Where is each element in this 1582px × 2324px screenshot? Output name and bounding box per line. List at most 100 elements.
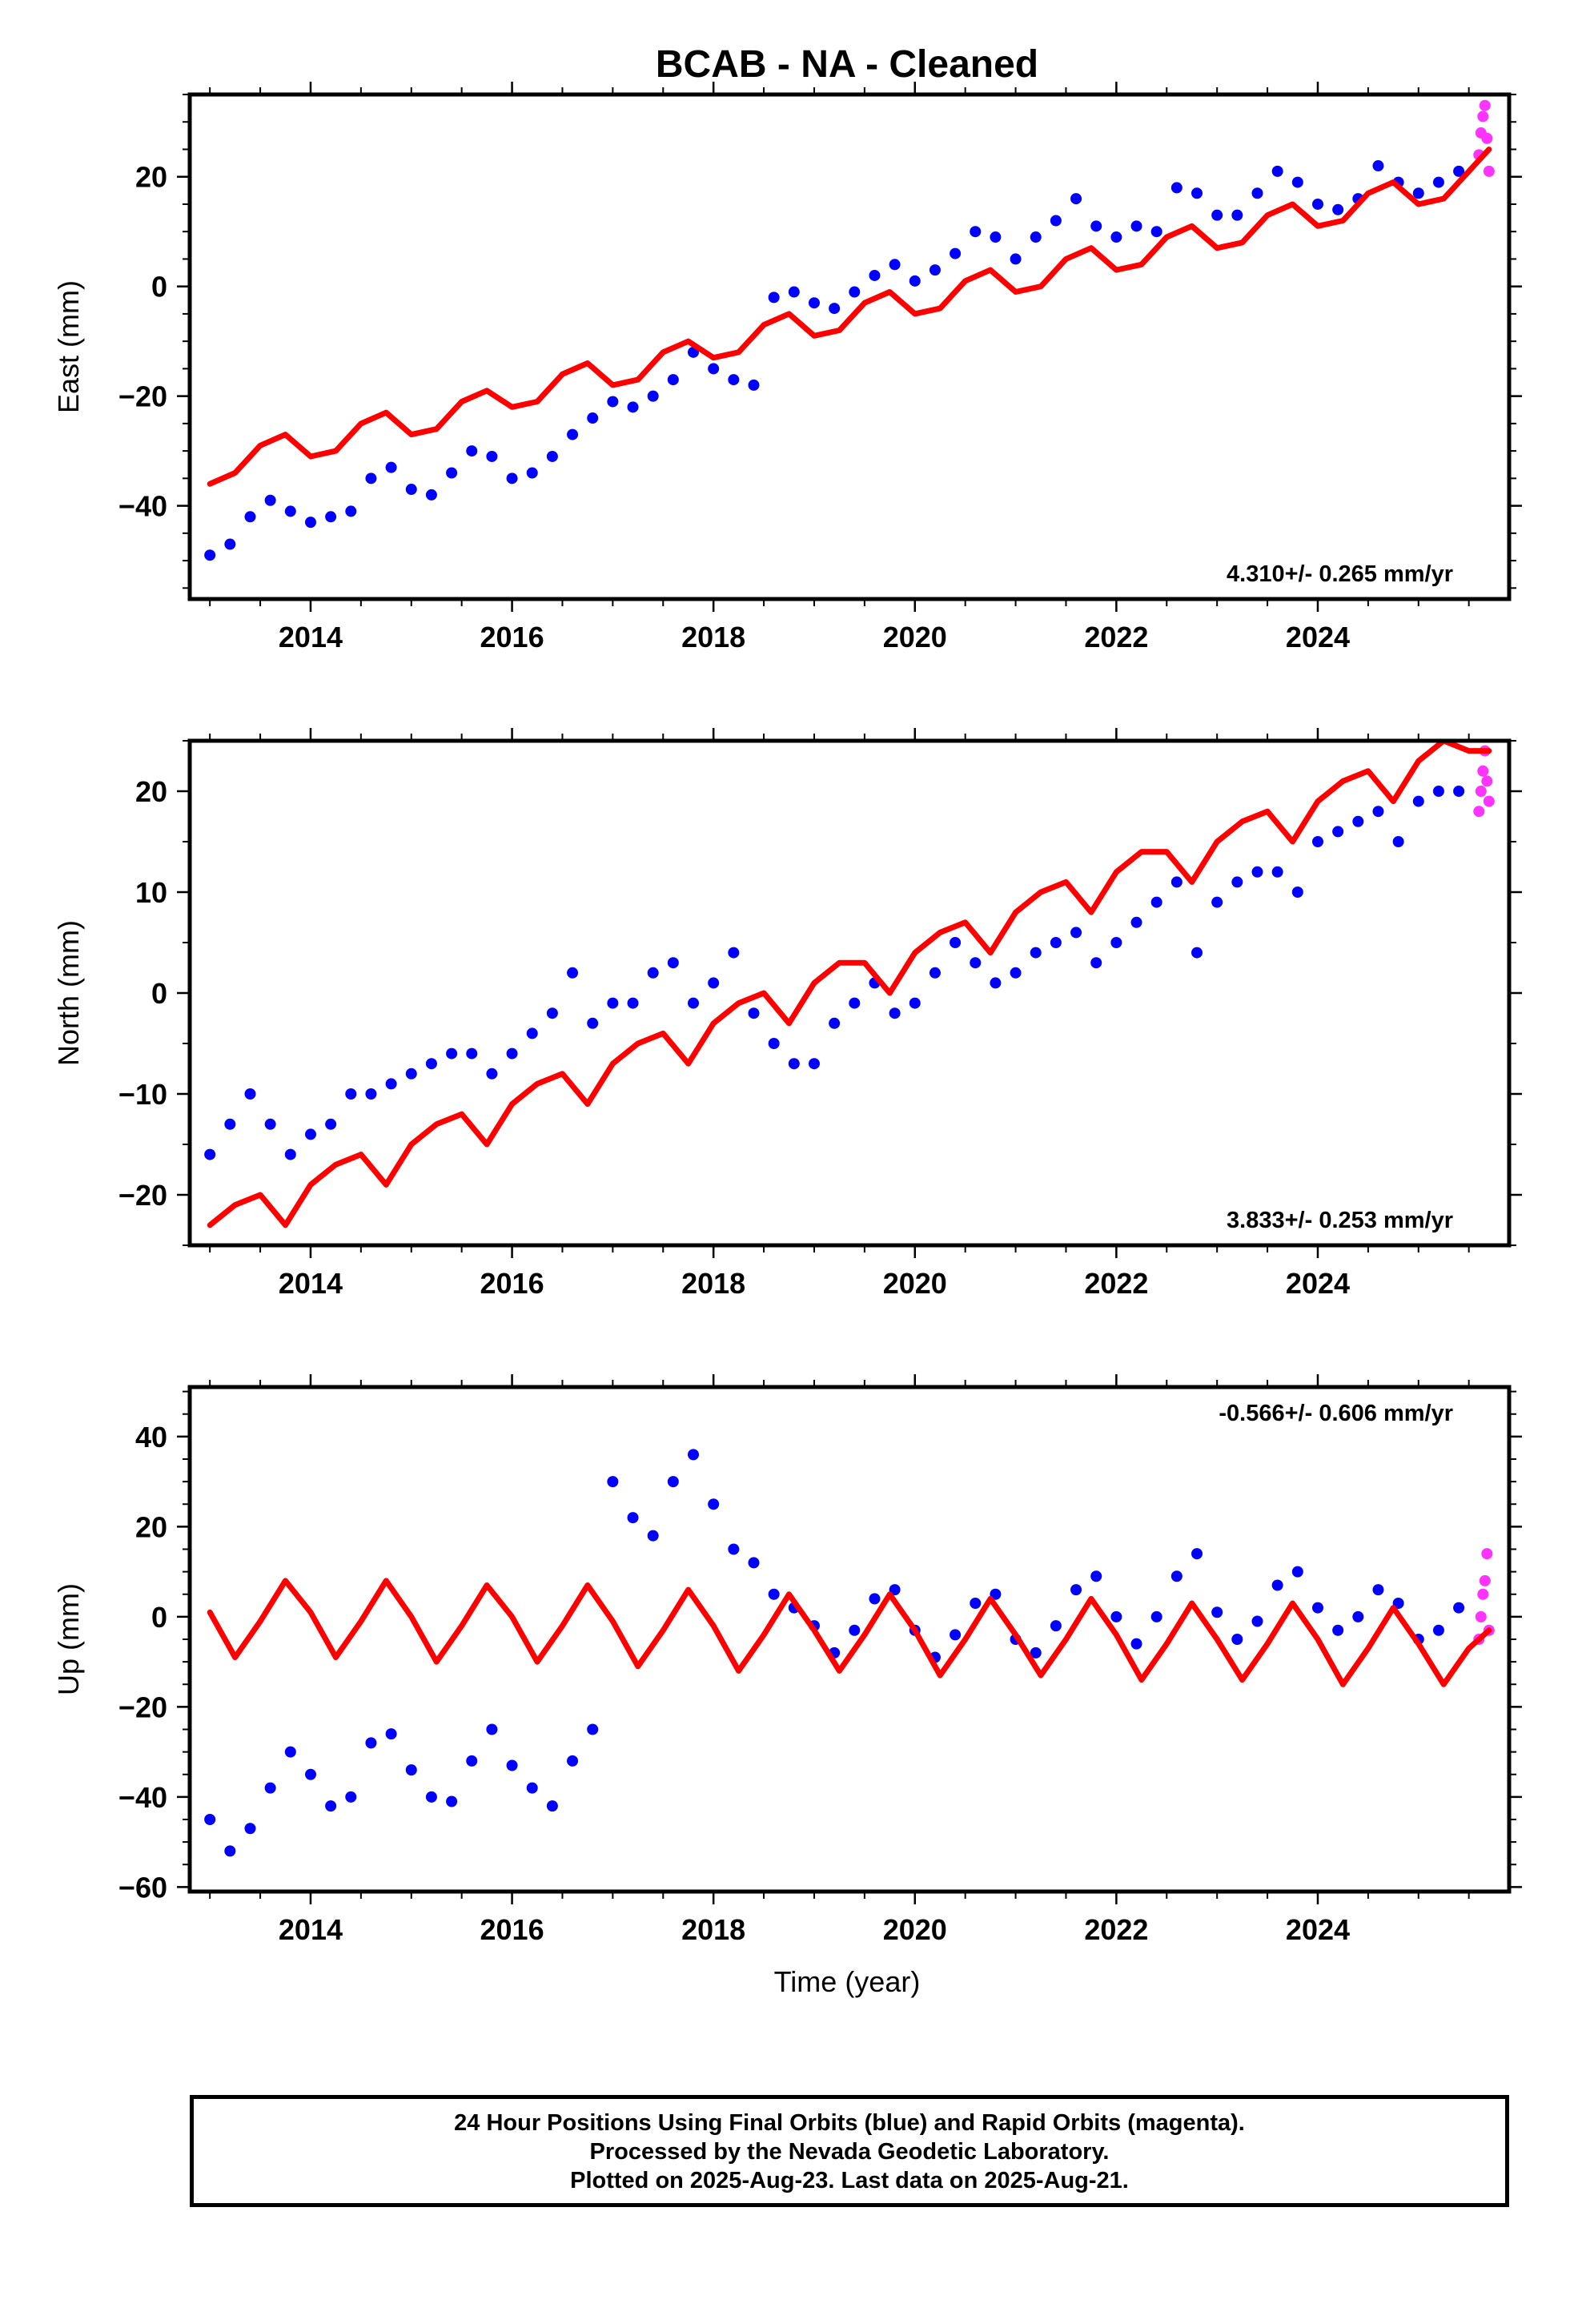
x-tick-label: 2024 [1286,1267,1350,1300]
y-tick-label: −10 [118,1078,167,1111]
model-line [207,741,1492,1228]
x-tick-label: 2020 [883,1913,947,1946]
final-orbit-point [889,1007,901,1019]
final-orbit-point [1070,193,1082,205]
final-orbit-point [728,1543,740,1555]
final-orbit-point [567,1755,579,1767]
final-orbit-point [1211,209,1223,221]
final-orbit-point [688,1449,700,1461]
final-orbit-point [567,428,579,440]
final-orbit-point [1211,896,1223,908]
final-orbit-point [1170,876,1182,888]
final-orbit-point [970,957,982,969]
final-orbit-point [1291,176,1303,188]
final-orbit-point [526,467,538,479]
final-orbit-point [1110,937,1122,948]
panel-frame [187,92,1512,601]
final-orbit-point [1311,1602,1323,1614]
final-orbit-point [728,374,740,386]
final-orbit-point [1432,786,1444,797]
final-orbit-point [345,1088,357,1100]
final-orbit-point [1150,226,1162,238]
final-orbit-point [990,1588,1002,1600]
rapid-orbit-point [1481,132,1493,144]
final-orbit-point [647,967,659,979]
final-orbit-point [1130,1638,1142,1650]
y-axis-label: East (mm) [52,280,85,413]
final-orbit-point [1291,887,1303,898]
rapid-orbit-point [1475,1610,1487,1622]
final-orbit-point [647,1530,659,1542]
y-tick-label: 20 [135,775,167,808]
final-orbit-point [425,489,437,501]
final-orbit-point [929,967,941,979]
final-orbit-point [627,997,639,1009]
final-orbit-point [1412,187,1424,199]
final-orbit-point [1150,1610,1162,1622]
final-orbit-point [1332,203,1344,215]
rapid-orbit-point [1479,1574,1491,1586]
final-orbit-point [587,412,599,424]
final-orbit-point [1372,1584,1384,1596]
final-orbit-point [1251,187,1263,199]
final-orbit-point [667,957,679,969]
final-orbit-point [1030,231,1042,243]
final-orbit-point [1332,1624,1344,1636]
final-orbit-point [264,1118,276,1130]
final-orbit-point [708,977,720,989]
final-orbit-point [1392,1598,1404,1609]
final-orbit-point [405,484,417,496]
final-orbit-point [667,1476,679,1488]
final-orbit-point [1191,947,1203,959]
final-orbit-point [849,286,861,298]
rapid-orbit-point [1483,795,1495,807]
final-orbit-point [1211,1606,1223,1618]
final-orbit-point [1432,1624,1444,1636]
y-tick-label: 0 [151,977,167,1010]
final-orbit-point [466,1047,478,1059]
final-orbit-point [1372,160,1384,172]
plot-area [204,99,1495,561]
final-orbit-point [869,1593,881,1605]
final-orbit-point [284,1148,296,1160]
final-orbit-point [607,396,619,408]
final-orbit-point [748,379,760,391]
x-tick-label: 2014 [279,1913,343,1946]
final-orbit-point [627,401,639,413]
final-orbit-point [425,1058,437,1070]
final-orbit-point [1170,182,1182,194]
final-orbit-point [1170,1570,1182,1582]
rate-label: 4.310+/- 0.265 mm/yr [1227,561,1453,587]
final-orbit-point [1050,1620,1062,1632]
final-orbit-point [1050,937,1062,948]
final-orbit-point [385,461,397,473]
final-orbit-point [1311,198,1323,210]
final-orbit-point [1392,836,1404,847]
y-tick-label: −20 [118,1691,167,1723]
final-orbit-point [808,297,820,309]
final-orbit-point [1453,786,1465,797]
final-orbit-point [667,374,679,386]
final-orbit-point [325,1800,337,1812]
final-orbit-point [788,1058,800,1070]
final-orbit-point [567,967,579,979]
panel-frame [187,738,1512,1248]
y-tick-label: −20 [118,380,167,413]
final-orbit-point [1110,231,1122,243]
final-orbit-point [304,1128,316,1140]
final-orbit-point [204,1814,216,1825]
final-orbit-point [1130,916,1142,928]
x-tick-label: 2014 [279,621,343,653]
final-orbit-point [1271,866,1283,878]
final-orbit-point [829,303,841,315]
final-orbit-point [950,247,962,259]
final-orbit-point [204,1148,216,1160]
final-orbit-point [1352,1610,1364,1622]
final-orbit-point [1271,1579,1283,1591]
final-orbit-point [546,1007,558,1019]
x-tick-label: 2020 [883,621,947,653]
final-orbit-point [1251,866,1263,878]
final-orbit-point [1191,1548,1203,1560]
plot-area [204,741,1495,1228]
